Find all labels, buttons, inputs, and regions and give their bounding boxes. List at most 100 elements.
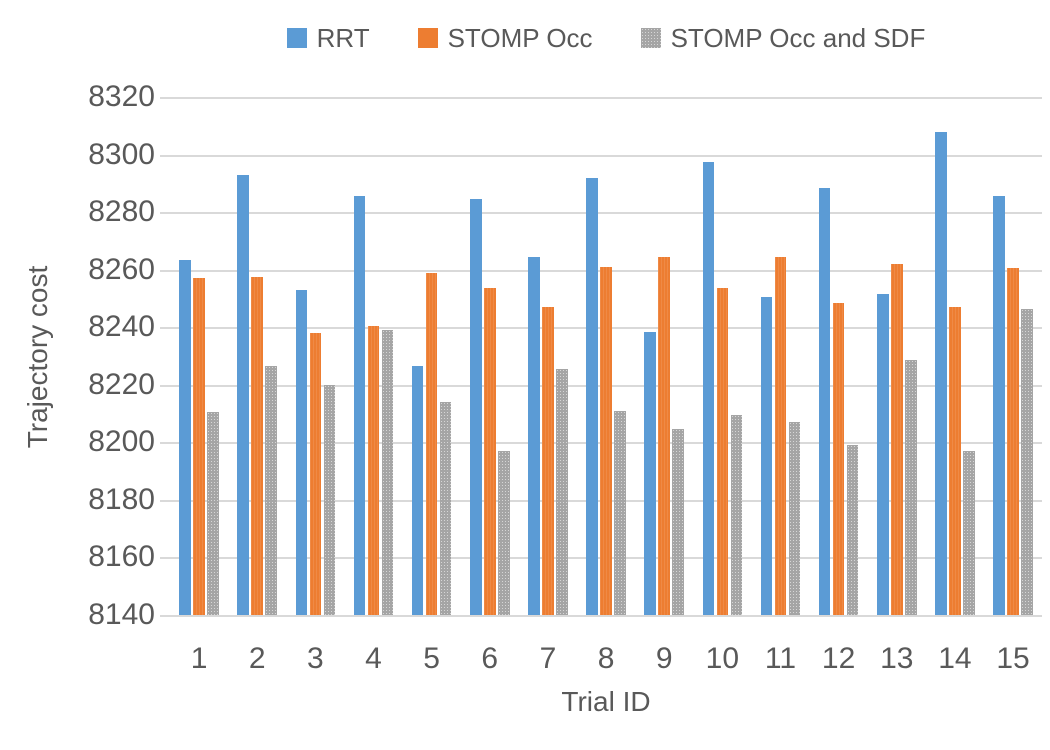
y-tick-8260: [160, 269, 170, 272]
bar-rrt-trial-1: [179, 259, 191, 615]
bar-stomp-occ-trial-11: [774, 256, 787, 615]
y-axis-labels: 8320 8300 8280 8260 8240 8220 8200 8180 8160 8140: [0, 0, 155, 750]
y-tick-label-8140: 8140: [88, 598, 155, 631]
bar-stomp-occ-and-sdf-trial-8: [614, 410, 626, 615]
bar-stomp-occ-trial-7: [542, 307, 554, 615]
bar-rrt-trial-9: [644, 331, 656, 615]
bar-rrt-trial-10: [702, 161, 715, 615]
bar-stomp-occ-trial-8: [600, 266, 612, 615]
bar-group-trial-2: [228, 97, 286, 615]
bar-stomp-occ-trial-2: [251, 276, 263, 615]
y-tick-label-8200: 8200: [88, 425, 155, 459]
y-tick-8220: [160, 384, 170, 387]
bar-stomp-occ-and-sdf-trial-10: [730, 415, 743, 615]
bar-rrt-trial-2: [237, 174, 249, 615]
bar-stomp-occ-trial-12: [832, 302, 845, 615]
bars-container: [170, 97, 1042, 615]
bar-stomp-occ-trial-14: [949, 307, 961, 615]
x-tick-label-8: 8: [597, 642, 615, 675]
y-tick-label-8220: 8220: [88, 367, 155, 401]
bar-stomp-occ-and-sdf-trial-4: [381, 330, 394, 615]
legend-item-stomp-occ-and-sdf: STOMP Occ and SDF: [640, 22, 926, 54]
bar-group-trial-8: [577, 97, 635, 615]
gridline-8140: [170, 615, 1042, 617]
bar-rrt-trial-14: [935, 131, 947, 615]
bar-stomp-occ-trial-4: [367, 325, 380, 615]
bar-stomp-occ-and-sdf-trial-15: [1021, 308, 1033, 615]
y-tick-label-8160: 8160: [88, 540, 155, 574]
y-tick-8160: [160, 557, 170, 560]
x-tick-label-2: 2: [248, 642, 266, 675]
bar-group-trial-11: [751, 97, 809, 615]
bar-group-trial-4: [344, 97, 402, 615]
x-tick-label-14: 14: [938, 642, 972, 675]
y-tick-8300: [160, 154, 170, 157]
chart-legend: RRT STOMP Occ STOMP Occ and SDF: [170, 20, 1042, 56]
x-tick-label-15: 15: [996, 642, 1030, 675]
y-tick-8200: [160, 442, 170, 445]
legend-item-stomp-occ: STOMP Occ: [417, 22, 593, 54]
legend-label: STOMP Occ: [447, 22, 593, 53]
bar-stomp-occ-and-sdf-trial-2: [265, 366, 277, 615]
bar-rrt-trial-6: [470, 199, 482, 615]
legend-item-rrt: RRT: [286, 22, 370, 54]
x-tick-label-3: 3: [307, 642, 324, 675]
x-tick-label-13: 13: [880, 642, 914, 675]
legend-label: STOMP Occ and SDF: [670, 22, 926, 53]
bar-rrt-trial-3: [295, 289, 308, 615]
bar-stomp-occ-trial-6: [484, 288, 496, 615]
gridline-8280: [170, 212, 1042, 215]
bar-stomp-occ-and-sdf-trial-3: [323, 384, 336, 615]
bar-rrt-trial-13: [877, 294, 889, 615]
bar-stomp-occ-trial-1: [193, 278, 205, 615]
x-tick-label-5: 5: [423, 642, 440, 675]
bar-stomp-occ-trial-9: [658, 256, 670, 615]
bar-group-trial-15: [984, 97, 1042, 615]
y-axis-title: Trajectory cost: [22, 265, 53, 449]
legend-swatch-icon: [286, 28, 307, 48]
bar-group-trial-12: [810, 97, 868, 615]
bar-rrt-trial-11: [760, 297, 773, 615]
x-tick-label-6: 6: [481, 642, 499, 675]
legend-label: RRT: [316, 22, 370, 53]
bar-stomp-occ-trial-15: [1007, 268, 1019, 615]
bar-group-trial-6: [461, 97, 519, 615]
bar-stomp-occ-trial-10: [716, 288, 729, 615]
bar-group-trial-10: [693, 97, 751, 615]
x-axis-labels: 1 2 3 4 5 6 7 8 9 10 11 12 13 14 15: [170, 642, 1042, 676]
bar-stomp-occ-and-sdf-trial-6: [498, 450, 510, 615]
x-tick-label-11: 11: [764, 642, 797, 675]
bar-stomp-occ-trial-13: [891, 263, 903, 615]
bar-rrt-trial-12: [818, 187, 831, 615]
bar-stomp-occ-and-sdf-trial-7: [556, 368, 568, 615]
bar-rrt-trial-5: [411, 366, 424, 615]
y-tick-8140: [160, 615, 170, 617]
y-tick-label-8260: 8260: [88, 252, 155, 286]
bar-group-trial-3: [286, 97, 344, 615]
x-tick-label-7: 7: [539, 642, 557, 675]
bar-stomp-occ-and-sdf-trial-13: [905, 360, 917, 615]
bar-stomp-occ-and-sdf-trial-1: [207, 412, 219, 615]
bar-stomp-occ-and-sdf-trial-9: [672, 429, 684, 615]
y-tick-label-8280: 8280: [88, 195, 155, 229]
x-tick-label-10: 10: [705, 642, 740, 675]
bar-group-trial-9: [635, 97, 693, 615]
y-tick-label-8300: 8300: [88, 137, 155, 171]
legend-swatch-icon: [640, 28, 661, 48]
gridline-8320: [170, 97, 1042, 99]
bar-group-trial-7: [519, 97, 577, 615]
y-tick-8180: [160, 499, 170, 502]
x-tick-label-1: 1: [190, 642, 208, 675]
y-tick-label-8240: 8240: [88, 310, 155, 344]
bar-stomp-occ-and-sdf-trial-5: [439, 402, 452, 615]
bar-group-trial-14: [926, 97, 984, 615]
bar-group-trial-1: [170, 97, 228, 615]
bar-rrt-trial-7: [528, 256, 540, 615]
y-tick-label-8180: 8180: [88, 482, 155, 516]
y-tick-8280: [160, 212, 170, 215]
x-tick-label-9: 9: [655, 642, 673, 675]
bar-group-trial-5: [403, 97, 461, 615]
gridline-8300: [170, 154, 1042, 157]
bar-stomp-occ-trial-3: [309, 332, 322, 615]
bar-stomp-occ-and-sdf-trial-11: [788, 422, 801, 615]
